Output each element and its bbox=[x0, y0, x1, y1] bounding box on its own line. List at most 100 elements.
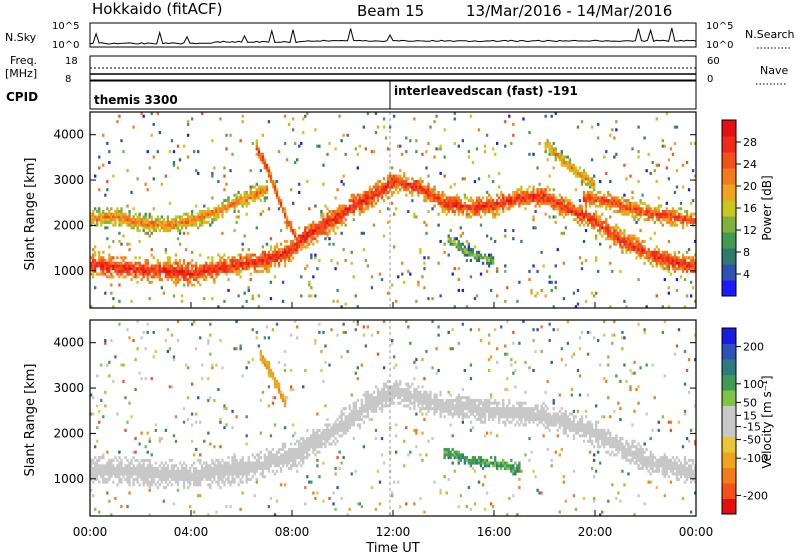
heatmap-cell bbox=[473, 201, 477, 205]
heatmap-cell bbox=[233, 259, 236, 263]
heatmap-cell bbox=[498, 204, 501, 208]
heatmap-cell bbox=[362, 248, 366, 252]
heatmap-cell bbox=[433, 196, 436, 200]
heatmap-cell bbox=[629, 234, 632, 238]
heatmap-cell bbox=[245, 472, 248, 476]
heatmap-cell bbox=[241, 456, 244, 460]
heatmap-cell bbox=[98, 215, 101, 219]
heatmap-cell bbox=[417, 193, 420, 197]
heatmap-cell bbox=[275, 188, 279, 192]
heatmap-cell bbox=[374, 407, 378, 411]
heatmap-cell bbox=[90, 461, 93, 465]
heatmap-cell bbox=[213, 166, 216, 170]
heatmap-cell bbox=[572, 291, 576, 295]
heatmap-cell bbox=[568, 158, 572, 162]
heatmap-cell bbox=[211, 467, 214, 471]
heatmap-cell bbox=[463, 207, 467, 211]
heatmap-cell bbox=[546, 199, 549, 203]
heatmap-cell bbox=[633, 215, 636, 219]
heatmap-cell bbox=[560, 201, 563, 205]
heatmap-cell bbox=[112, 264, 115, 268]
heatmap-cell bbox=[94, 475, 97, 479]
heatmap-cell bbox=[380, 393, 384, 397]
heatmap-cell bbox=[348, 404, 351, 408]
heatmap-cell bbox=[435, 396, 438, 400]
heatmap-cell bbox=[538, 188, 541, 192]
heatmap-cell bbox=[455, 207, 458, 211]
heatmap-cell bbox=[285, 226, 289, 230]
heatmap-cell bbox=[465, 239, 469, 243]
heatmap-cell bbox=[471, 248, 475, 252]
heatmap-cell bbox=[344, 152, 347, 156]
heatmap-cell bbox=[219, 256, 222, 260]
heatmap-cell bbox=[104, 480, 107, 484]
heatmap-cell bbox=[342, 182, 345, 186]
heatmap-cell bbox=[201, 210, 204, 214]
heatmap-cell bbox=[457, 144, 460, 148]
heatmap-cell bbox=[631, 234, 634, 238]
heatmap-cell bbox=[352, 196, 355, 200]
heatmap-cell bbox=[265, 269, 269, 273]
heatmap-cell bbox=[116, 458, 119, 462]
heatmap-cell bbox=[247, 196, 250, 200]
heatmap-cell bbox=[96, 210, 99, 214]
heatmap-cell bbox=[126, 458, 129, 462]
heatmap-cell bbox=[112, 305, 115, 309]
heatmap-cell bbox=[427, 174, 430, 178]
heatmap-cell bbox=[413, 215, 416, 219]
heatmap-cell bbox=[453, 196, 456, 200]
heatmap-cell bbox=[378, 193, 382, 197]
heatmap-cell bbox=[625, 305, 628, 309]
heatmap-cell bbox=[586, 220, 590, 224]
heatmap-cell bbox=[395, 188, 398, 192]
heatmap-cell bbox=[104, 215, 107, 219]
heatmap-cell bbox=[215, 272, 218, 276]
heatmap-cell bbox=[186, 472, 190, 476]
heatmap-cell bbox=[233, 467, 236, 471]
heatmap-cell bbox=[578, 215, 582, 219]
heatmap-cell bbox=[568, 161, 572, 165]
heatmap-cell bbox=[300, 294, 303, 298]
heatmap-cell bbox=[449, 201, 452, 205]
heatmap-cell bbox=[263, 475, 267, 479]
heatmap-cell bbox=[354, 328, 357, 332]
heatmap-cell bbox=[294, 161, 297, 165]
heatmap-cell bbox=[94, 207, 97, 211]
heatmap-cell bbox=[502, 201, 505, 205]
heatmap-cell bbox=[255, 141, 258, 145]
heatmap-cell bbox=[621, 245, 624, 249]
heatmap-cell bbox=[532, 193, 535, 197]
heatmap-cell bbox=[104, 339, 107, 343]
heatmap-cell bbox=[209, 467, 212, 471]
heatmap-cell bbox=[298, 456, 301, 460]
heatmap-cell bbox=[269, 369, 273, 373]
heatmap-cell bbox=[374, 396, 378, 400]
heatmap-cell bbox=[304, 369, 307, 373]
heatmap-cell bbox=[574, 218, 578, 222]
heatmap-cell bbox=[239, 269, 242, 273]
heatmap-cell bbox=[239, 507, 242, 511]
heatmap-cell bbox=[269, 371, 273, 375]
heatmap-cell bbox=[302, 450, 305, 454]
heatmap-cell bbox=[320, 445, 323, 449]
heatmap-cell bbox=[221, 256, 224, 260]
heatmap-cell bbox=[249, 169, 252, 173]
heatmap-cell bbox=[207, 483, 210, 487]
heatmap-cell bbox=[611, 231, 614, 235]
heatmap-cell bbox=[106, 275, 109, 279]
heatmap-cell bbox=[168, 261, 172, 265]
heatmap-cell bbox=[160, 467, 164, 471]
heatmap-cell bbox=[164, 264, 168, 268]
heatmap-cell bbox=[275, 461, 279, 465]
heatmap-cell bbox=[271, 374, 275, 378]
heatmap-cell bbox=[639, 215, 642, 219]
heatmap-cell bbox=[132, 472, 135, 476]
heatmap-cell bbox=[411, 188, 414, 192]
heatmap-cell bbox=[98, 456, 101, 460]
heatmap-cell bbox=[201, 472, 204, 476]
heatmap-cell bbox=[102, 477, 105, 481]
heatmap-cell bbox=[427, 297, 430, 301]
heatmap-cell bbox=[134, 469, 137, 473]
heatmap-cell bbox=[538, 141, 541, 145]
heatmap-cell bbox=[560, 210, 563, 214]
